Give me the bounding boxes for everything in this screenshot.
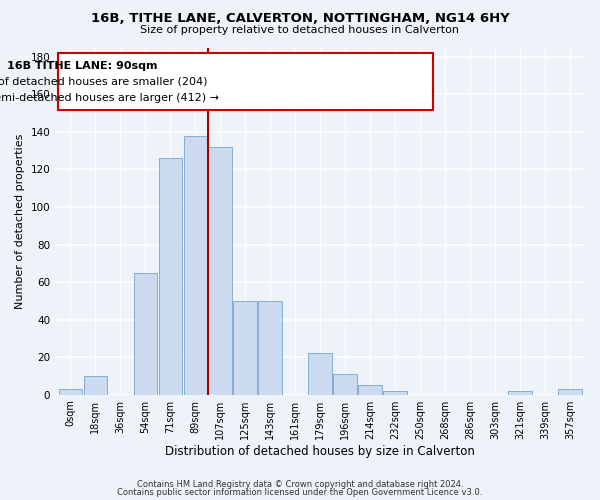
Bar [208,147,232,394]
Text: Contains public sector information licensed under the Open Government Licence v3: Contains public sector information licen… [118,488,482,497]
Bar [308,354,332,395]
Text: 16B, TITHE LANE, CALVERTON, NOTTINGHAM, NG14 6HY: 16B, TITHE LANE, CALVERTON, NOTTINGHAM, … [91,12,509,26]
X-axis label: Distribution of detached houses by size in Calverton: Distribution of detached houses by size … [165,444,475,458]
Text: 16B TITHE LANE: 90sqm: 16B TITHE LANE: 90sqm [7,62,158,72]
Bar [233,301,257,394]
Bar [259,301,282,394]
Text: 67% of semi-detached houses are larger (412) →: 67% of semi-detached houses are larger (… [0,93,219,103]
Bar [134,272,157,394]
Bar [358,386,382,394]
Bar [59,389,82,394]
Bar [559,389,581,394]
Y-axis label: Number of detached properties: Number of detached properties [15,134,25,309]
FancyBboxPatch shape [58,52,433,110]
Bar [334,374,356,394]
Bar [158,158,182,394]
Bar [508,391,532,394]
Bar [184,136,207,394]
Bar [83,376,107,394]
Text: ← 33% of detached houses are smaller (204): ← 33% of detached houses are smaller (20… [0,77,208,87]
Bar [383,391,407,394]
Text: Contains HM Land Registry data © Crown copyright and database right 2024.: Contains HM Land Registry data © Crown c… [137,480,463,489]
Text: Size of property relative to detached houses in Calverton: Size of property relative to detached ho… [140,25,460,35]
